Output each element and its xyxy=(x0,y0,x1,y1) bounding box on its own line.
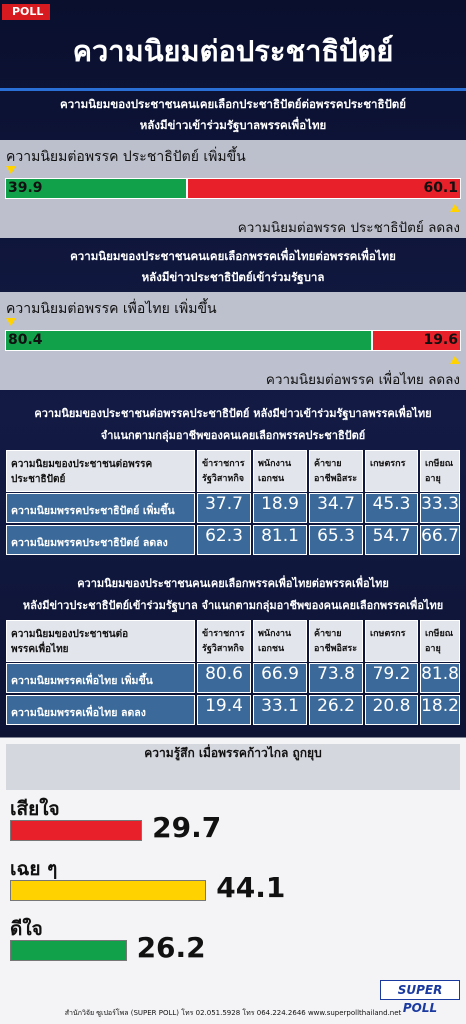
marker xyxy=(450,356,460,364)
bar-down xyxy=(371,330,461,351)
header-text: ข้าราชการ xyxy=(202,629,245,639)
feeling-value: 26.2 xyxy=(136,931,206,964)
column-header: ข้าราชการรัฐวิสาหกิจ xyxy=(197,450,251,492)
down-label: ความนิยมต่อพรรค เพื่อไทย ลดลง xyxy=(265,372,460,388)
up-label: ความนิยมต่อพรรค เพื่อไทย เพิ่มขึ้น xyxy=(6,301,217,317)
feeling-bar xyxy=(10,820,143,841)
header-text: เกษตรกร xyxy=(370,459,406,469)
marker xyxy=(450,204,460,212)
header-text: ค้าขาย xyxy=(314,459,342,469)
logo: SUPER POLL xyxy=(380,980,460,1015)
header-text: พรรคเพื่อไทย xyxy=(11,644,69,655)
marker xyxy=(6,166,16,174)
cell: 62.3 xyxy=(197,525,251,555)
header-text: เกษียณ xyxy=(425,459,454,469)
header-text: รัฐวิสาหกิจ xyxy=(202,474,245,484)
column-header: เกษตรกร xyxy=(365,620,418,662)
column-header: ค้าขายอาชีพอิสระ xyxy=(309,450,363,492)
badge: POLL xyxy=(2,4,50,20)
column-header: พนักงานเอกชน xyxy=(253,620,307,662)
column-header: ความนิยมของประชาชนต่อพรรคเพื่อไทย xyxy=(6,620,195,662)
cell: 18.9 xyxy=(253,493,307,523)
header-text: เอกชน xyxy=(258,644,285,654)
table-heading: ความนิยมของประชาชนต่อพรรคประชาธิปัตย์ หล… xyxy=(34,407,432,420)
header-text: อาชีพอิสระ xyxy=(314,644,358,654)
footer: สำนักวิจัย ซูเปอร์โพล (SUPER POLL) โทร 0… xyxy=(64,1009,402,1017)
column-header: ข้าราชการรัฐวิสาหกิจ xyxy=(197,620,251,662)
cell: 18.2 xyxy=(420,695,460,725)
cell: 20.8 xyxy=(365,695,418,725)
cell: 34.7 xyxy=(309,493,363,523)
section-heading: ความนิยมของประชาชนคนเคยเลือกพรรคเพื่อไทย… xyxy=(70,249,396,263)
header-text: ประชาธิปัตย์ xyxy=(11,474,66,485)
cell: 79.2 xyxy=(365,663,418,693)
header-text: เกษตรกร xyxy=(370,629,406,639)
feeling-value: 29.7 xyxy=(152,811,222,844)
cell: 66.7 xyxy=(420,525,460,555)
row-label: ความนิยมพรรคประชาธิปัตย์ ลดลง xyxy=(6,525,195,555)
feeling-label: เสียใจ xyxy=(10,798,60,820)
header-text: อาชีพอิสระ xyxy=(314,474,358,484)
row-label: ความนิยมพรรคประชาธิปัตย์ เพิ่มขึ้น xyxy=(6,493,195,523)
cell: 81.8 xyxy=(420,663,460,693)
column-header: ความนิยมของประชาชนต่อพรรคประชาธิปัตย์ xyxy=(6,450,195,492)
row-label: ความนิยมพรรคเพื่อไทย ลดลง xyxy=(6,695,195,725)
bar-up xyxy=(5,330,372,351)
bar-up xyxy=(5,178,187,199)
header-text: อายุ xyxy=(425,474,441,484)
cell: 33.3 xyxy=(420,493,460,523)
section-heading: หลังมีข่าวเข้าร่วมรัฐบาลพรรคเพื่อไทย xyxy=(139,118,327,132)
table-heading: ความนิยมของประชาชนคนเคยเลือกพรรคเพื่อไทย… xyxy=(77,577,389,590)
cell: 26.2 xyxy=(309,695,363,725)
table-heading: จำแนกตามกลุ่มอาชีพของคนเคยเลือกพรรคประชา… xyxy=(100,429,366,442)
value: 60.1 xyxy=(423,180,458,196)
row-label: ความนิยมพรรคเพื่อไทย เพิ่มขึ้น xyxy=(6,663,195,693)
cell: 73.8 xyxy=(309,663,363,693)
down-label: ความนิยมต่อพรรค ประชาธิปัตย์ ลดลง xyxy=(237,220,460,236)
cell: 37.7 xyxy=(197,493,251,523)
cell: 54.7 xyxy=(365,525,418,555)
table-heading: หลังมีข่าวประชาธิปัตย์เข้าร่วมรัฐบาล จำแ… xyxy=(22,599,444,612)
header-text: ค้าขาย xyxy=(314,629,342,639)
header-text: พนักงาน xyxy=(258,629,292,639)
cell: 19.4 xyxy=(197,695,251,725)
bar-down xyxy=(186,178,461,199)
feeling-bar xyxy=(10,880,207,901)
marker xyxy=(6,318,16,326)
value: 80.4 xyxy=(8,332,43,348)
cell: 45.3 xyxy=(365,493,418,523)
header-text: เอกชน xyxy=(258,474,285,484)
section-heading: หลังมีข่าวประชาธิปัตย์เข้าร่วมรัฐบาล xyxy=(141,270,325,284)
column-header: เกษียณอายุ xyxy=(420,620,460,662)
header-text: พนักงาน xyxy=(258,459,292,469)
up-label: ความนิยมต่อพรรค ประชาธิปัตย์ เพิ่มขึ้น xyxy=(6,149,246,165)
header-text: เกษียณ xyxy=(425,629,454,639)
header-text: ความนิยมของประชาชนต่อ xyxy=(11,629,129,640)
cell: 80.6 xyxy=(197,663,251,693)
column-header: ค้าขายอาชีพอิสระ xyxy=(309,620,363,662)
column-header: เกษียณอายุ xyxy=(420,450,460,492)
cell: 66.9 xyxy=(253,663,307,693)
header-text: ความนิยมของประชาชนต่อพรรค xyxy=(11,459,153,470)
cell: 33.1 xyxy=(253,695,307,725)
cell: 65.3 xyxy=(309,525,363,555)
header-text: ข้าราชการ xyxy=(202,459,245,469)
title: ความนิยมต่อประชาธิปัตย์ xyxy=(72,34,394,68)
cell: 81.1 xyxy=(253,525,307,555)
feeling-bar xyxy=(10,940,127,961)
feeling-label: เฉย ๆ xyxy=(10,858,58,880)
feeling-value: 44.1 xyxy=(216,871,286,904)
column-header: พนักงานเอกชน xyxy=(253,450,307,492)
column-header: เกษตรกร xyxy=(365,450,418,492)
section-heading: ความนิยมของประชาชนคนเคยเลือกประชาธิปัตย์… xyxy=(60,97,406,111)
feelings-header: ความรู้สึก เมื่อพรรคก้าวไกล ถูกยุบ xyxy=(6,744,460,790)
header-text: อายุ xyxy=(425,644,441,654)
value: 19.6 xyxy=(423,332,458,348)
header-text: รัฐวิสาหกิจ xyxy=(202,644,245,654)
rule xyxy=(0,88,466,91)
feeling-label: ดีใจ xyxy=(10,918,43,940)
value: 39.9 xyxy=(8,180,43,196)
